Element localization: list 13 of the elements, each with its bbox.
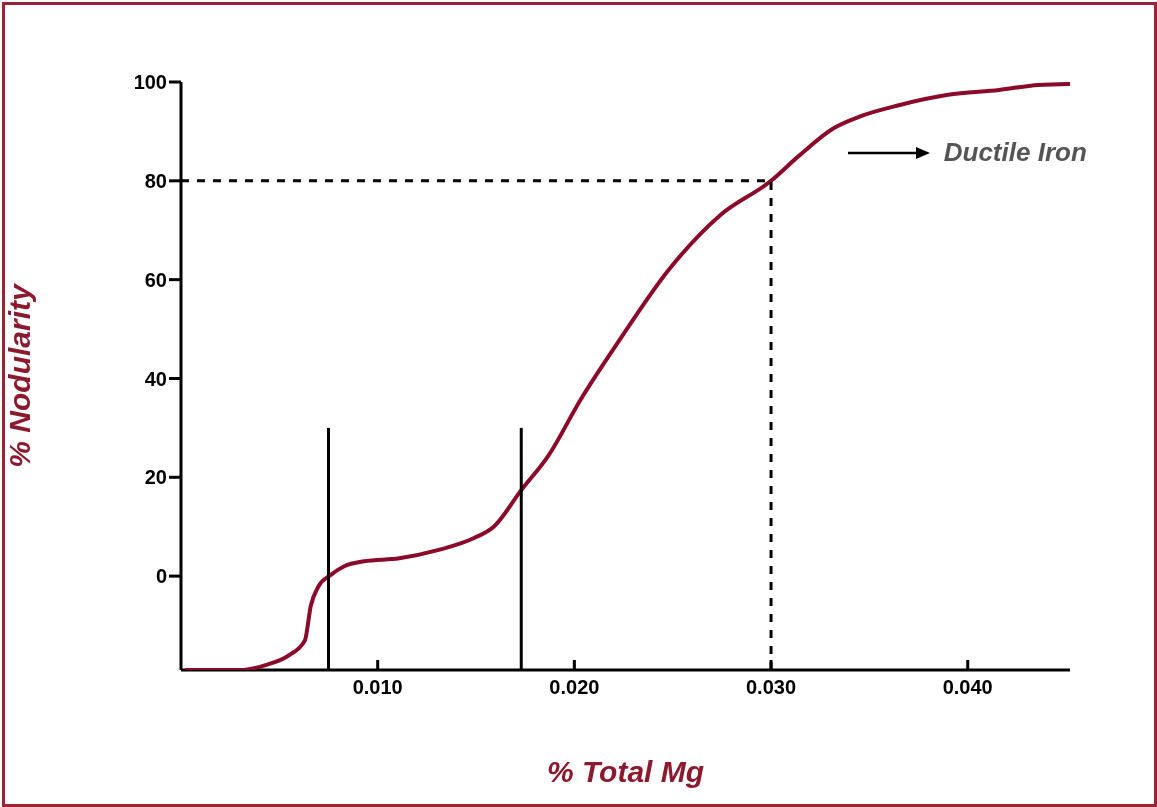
x-tick-label: 0.020 [549, 676, 600, 699]
x-axis-title: % Total Mg [546, 755, 705, 788]
y-tick-label: 60 [144, 268, 167, 291]
y-tick-label: 100 [133, 71, 167, 94]
y-tick-label: 20 [144, 466, 167, 489]
x-tick-label: 0.030 [746, 676, 797, 699]
annotation: Ductile Iron [943, 137, 1087, 169]
y-axis-title: % Nodularity [2, 283, 36, 468]
y-tick-label: 40 [144, 367, 167, 390]
x-tick-label: 0.010 [352, 676, 403, 699]
y-tick-label: 80 [144, 169, 167, 192]
y-tick-label: 0 [155, 565, 167, 588]
x-tick-label: 0.040 [942, 676, 993, 699]
